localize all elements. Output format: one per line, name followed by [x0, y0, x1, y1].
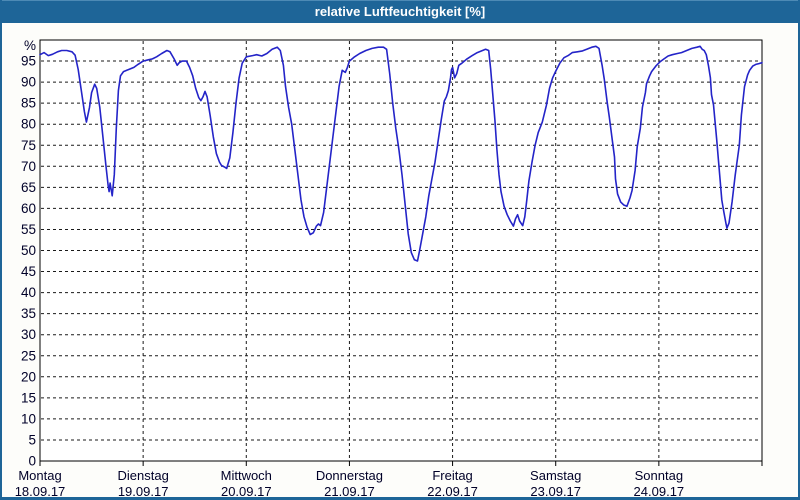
y-tick-label: 90	[21, 75, 36, 90]
x-tick-day-label: Freitag	[432, 468, 472, 483]
x-tick-date-label: 21.09.17	[324, 484, 375, 499]
humidity-series-line	[39, 45, 763, 262]
y-tick-label: 5	[28, 432, 36, 447]
y-tick-label: 15	[21, 390, 36, 405]
x-tick-date-label: 19.09.17	[118, 484, 169, 499]
y-tick-label: 65	[21, 180, 36, 195]
y-tick-label: 10	[21, 411, 36, 426]
y-tick-label: 50	[21, 243, 36, 258]
y-tick-label: 30	[21, 327, 36, 342]
y-tick-label: 20	[21, 369, 36, 384]
x-tick-day-label: Mittwoch	[221, 468, 272, 483]
plot-frame	[39, 39, 763, 462]
y-tick-label: 70	[21, 159, 36, 174]
y-tick-label: 40	[21, 285, 36, 300]
y-tick-label: 25	[21, 348, 36, 363]
y-tick-label: 85	[21, 96, 36, 111]
x-tick-date-label: 23.09.17	[530, 484, 581, 499]
y-tick-label: 60	[21, 201, 36, 216]
window-titlebar: relative Luftfeuchtigkeit [%]	[2, 0, 798, 23]
x-tick-date-label: 18.09.17	[15, 484, 66, 499]
y-axis-unit-label: %	[24, 38, 36, 53]
x-tick-day-label: Samstag	[530, 468, 581, 483]
x-tick-day-label: Donnerstag	[316, 468, 383, 483]
y-tick-label: 55	[21, 222, 36, 237]
y-tick-label: 0	[28, 454, 36, 469]
x-tick-date-label: 24.09.17	[634, 484, 685, 499]
x-tick-day-label: Sonntag	[635, 468, 683, 483]
x-tick-day-label: Dienstag	[117, 468, 168, 483]
window-title: relative Luftfeuchtigkeit [%]	[314, 4, 486, 19]
x-tick-day-label: Montag	[18, 468, 61, 483]
y-tick-label: 45	[21, 264, 36, 279]
y-tick-label: 35	[21, 306, 36, 321]
y-tick-label: 80	[21, 117, 36, 132]
x-tick-date-label: 20.09.17	[221, 484, 272, 499]
y-tick-label: 95	[21, 54, 36, 69]
x-tick-date-label: 22.09.17	[427, 484, 478, 499]
y-tick-label: 75	[21, 138, 36, 153]
